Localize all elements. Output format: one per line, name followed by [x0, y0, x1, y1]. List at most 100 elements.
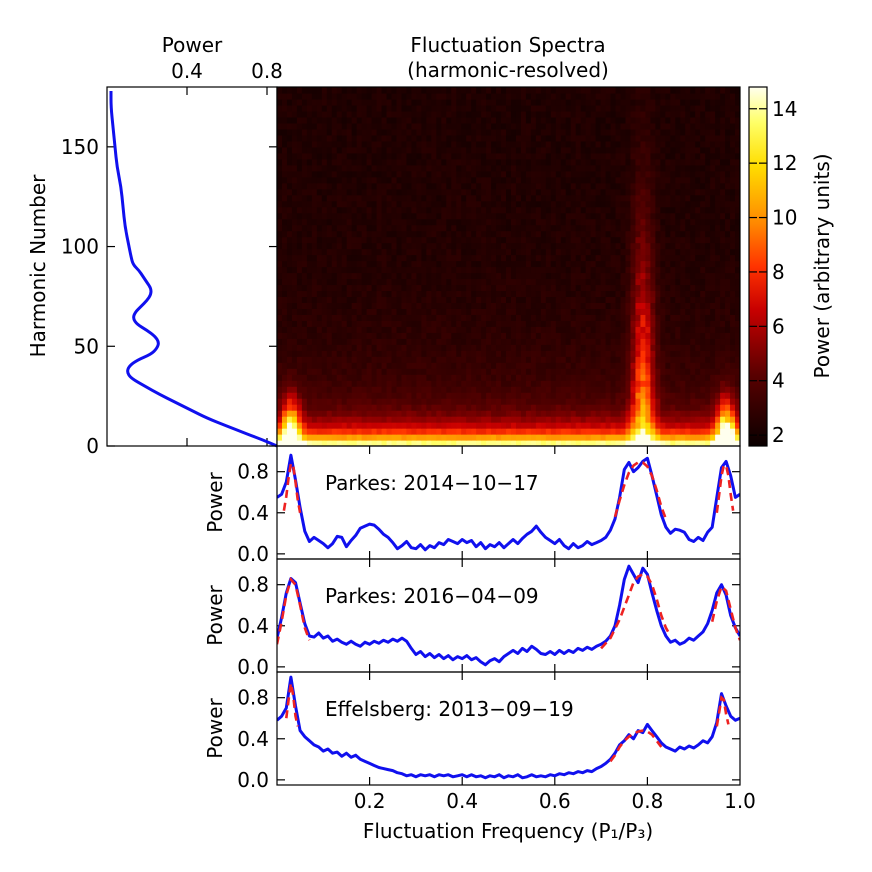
heatmap-cell [366, 392, 373, 399]
heatmap-cell [366, 194, 373, 202]
heatmap-cell [540, 134, 547, 142]
heatmap-cell [486, 368, 492, 375]
heatmap-cell [525, 332, 532, 339]
heatmap-cell [510, 146, 517, 154]
heatmap-cell [725, 440, 731, 446]
heatmap-cell [386, 338, 393, 345]
heatmap-cell [710, 308, 716, 315]
heatmap-cell [700, 332, 706, 339]
heatmap-cell [296, 410, 303, 417]
heatmap-cell [610, 302, 617, 309]
heatmap-cell [645, 260, 651, 268]
heatmap-cell [411, 380, 417, 387]
heatmap-cell [336, 212, 343, 220]
heatmap-cell [311, 122, 318, 130]
heatmap-cell [690, 140, 696, 148]
heatmap-cell [660, 218, 666, 226]
heatmap-cell [421, 230, 427, 238]
heatmap-cell [570, 440, 577, 446]
heatmap-cell [411, 182, 417, 190]
heatmap-cell [416, 224, 422, 232]
heatmap-cell [580, 212, 587, 220]
heatmap-cell [605, 128, 612, 136]
heatmap-cell [525, 422, 532, 429]
heatmap-cell [491, 344, 497, 351]
heatmap-cell [406, 386, 413, 393]
heatmap-cell [715, 308, 721, 315]
heatmap-cell [645, 212, 651, 220]
heatmap-cell [476, 326, 482, 333]
heatmap-cell [311, 164, 318, 172]
heatmap-cell [401, 176, 408, 184]
heatmap-cell [401, 230, 408, 238]
heatmap-cell [565, 302, 572, 309]
heatmap-cell [496, 200, 502, 208]
heatmap-cell [351, 314, 358, 321]
heatmap-cell [675, 200, 681, 208]
heatmap-cell [366, 284, 373, 292]
heatmap-cell [540, 326, 547, 333]
heatmap-cell [401, 410, 408, 417]
heatmap-cell [525, 416, 532, 423]
heatmap-cell [431, 188, 437, 196]
heatmap-cell [376, 152, 383, 160]
heatmap-cell [436, 164, 442, 172]
heatmap-cell [645, 164, 651, 172]
heatmap-cell [680, 386, 686, 393]
heatmap-cell [381, 338, 388, 345]
heatmap-cell [585, 296, 592, 303]
heatmap-cell [635, 290, 642, 298]
heatmap-cell [730, 440, 736, 446]
heatmap-cell [550, 158, 557, 166]
heatmap-cell [306, 284, 313, 292]
heatmap-cell [277, 422, 283, 429]
heatmap-cell [690, 290, 696, 298]
heatmap-cell [296, 392, 303, 399]
heatmap-cell [396, 152, 403, 160]
heatmap-cell [476, 302, 482, 309]
heatmap-cell [580, 356, 587, 363]
heatmap-cell [605, 290, 612, 298]
heatmap-cell [386, 368, 393, 375]
heatmap-cell [685, 374, 691, 381]
heatmap-cell [520, 290, 527, 298]
heatmap-cell [281, 380, 288, 387]
heatmap-cell [421, 134, 427, 142]
heatmap-cell [730, 176, 736, 184]
heatmap-cell [530, 278, 537, 286]
heatmap-cell [481, 320, 487, 327]
heatmap-cell [391, 236, 398, 244]
heatmap-cell [371, 134, 378, 142]
heatmap-cell [376, 272, 383, 280]
heatmap-cell [515, 326, 522, 333]
heatmap-cell [520, 134, 527, 142]
heatmap-cell [625, 212, 632, 220]
heatmap-cell [306, 422, 313, 429]
heatmap-cell [291, 212, 298, 220]
heatmap-cell [560, 170, 567, 178]
heatmap-cell [575, 242, 582, 250]
heatmap-cell [680, 284, 686, 292]
heatmap-cell [416, 266, 422, 274]
heatmap-cell [366, 368, 373, 375]
heatmap-cell [286, 356, 293, 363]
heatmap-cell [296, 368, 303, 375]
heatmap-cell [306, 134, 313, 142]
heatmap-cell [730, 320, 736, 327]
heatmap-cell [351, 380, 358, 387]
heatmap-cell [565, 266, 572, 274]
heatmap-cell [436, 224, 442, 232]
heatmap-cell [670, 242, 676, 250]
heatmap-cell [446, 146, 452, 154]
heatmap-cell [296, 230, 303, 238]
heatmap-cell [316, 278, 323, 286]
heatmap-cell [341, 302, 348, 309]
heatmap-cell [366, 290, 373, 298]
heatmap-cell [431, 398, 437, 405]
heatmap-cell [685, 146, 691, 154]
heatmap-cell [391, 404, 398, 411]
heatmap-cell [545, 440, 552, 446]
heatmap-cell [461, 158, 467, 166]
heatmap-cell [520, 206, 527, 214]
heatmap-cell [491, 362, 497, 369]
